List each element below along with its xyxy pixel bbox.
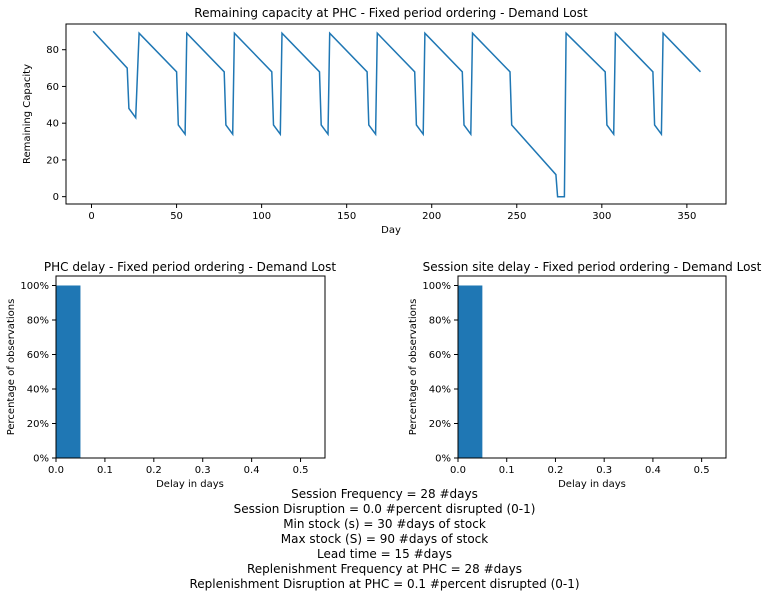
phc-delay-chart: PHC delay - Fixed period ordering - Dema… (6, 260, 336, 490)
x-tick-label: 0.5 (293, 465, 309, 476)
x-tick-label: 0.4 (244, 465, 260, 476)
x-tick-label: 0 (88, 211, 94, 222)
y-tick-label: 80% (429, 315, 451, 326)
y-tick-label: 100% (20, 281, 49, 292)
remaining-capacity-chart: Remaining capacity at PHC - Fixed period… (22, 6, 727, 236)
x-tick-label: 0.4 (645, 465, 661, 476)
x-tick-label: 0.0 (48, 465, 64, 476)
x-tick-label: 0.2 (548, 465, 564, 476)
y-axis-label: Remaining Capacity (22, 64, 33, 164)
x-tick-label: 300 (592, 211, 611, 222)
y-tick-label: 0 (53, 192, 59, 203)
parameter-line: Min stock (s) = 30 #days of stock (283, 517, 486, 531)
x-axis-label: Delay in days (156, 479, 224, 490)
x-tick-label: 100 (252, 211, 271, 222)
y-tick-label: 0% (33, 454, 49, 465)
x-axis-label: Delay in days (558, 479, 626, 490)
y-tick-label: 20% (429, 419, 451, 430)
y-tick-label: 40% (27, 384, 49, 395)
y-tick-label: 100% (422, 281, 451, 292)
x-tick-label: 150 (337, 211, 356, 222)
y-tick-label: 20% (27, 419, 49, 430)
y-axis-label: Percentage of observations (6, 299, 17, 436)
x-tick-label: 0.3 (195, 465, 211, 476)
x-tick-label: 0.0 (450, 465, 466, 476)
parameter-line: Max stock (S) = 90 #days of stock (280, 532, 489, 546)
parameter-line: Session Frequency = 28 #days (291, 487, 478, 501)
x-tick-label: 0.1 (97, 465, 113, 476)
y-tick-label: 60 (46, 82, 59, 93)
parameters-text: Session Frequency = 28 #days Session Dis… (0, 487, 769, 592)
parameter-line: Replenishment Disruption at PHC = 0.1 #p… (189, 577, 580, 591)
parameter-line: Lead time = 15 #days (317, 547, 452, 561)
parameter-line: Session Disruption = 0.0 #percent disrup… (233, 502, 536, 516)
y-axis-label: Percentage of observations (408, 299, 419, 436)
y-tick-label: 0% (435, 454, 451, 465)
y-tick-label: 40% (429, 384, 451, 395)
chart-title: PHC delay - Fixed period ordering - Dema… (44, 260, 336, 274)
x-axis-label: Day (381, 225, 401, 236)
x-tick-label: 0.5 (694, 465, 710, 476)
x-tick-label: 50 (170, 211, 183, 222)
x-tick-label: 200 (422, 211, 441, 222)
plot-frame (55, 275, 326, 459)
y-tick-label: 80 (46, 45, 59, 56)
x-tick-label: 0.2 (146, 465, 162, 476)
x-tick-label: 250 (507, 211, 526, 222)
plot-frame (65, 23, 727, 205)
chart-title: Remaining capacity at PHC - Fixed period… (194, 6, 588, 20)
chart-title: Session site delay - Fixed period orderi… (423, 260, 762, 274)
y-tick-label: 60% (27, 350, 49, 361)
x-tick-label: 0.1 (499, 465, 515, 476)
y-tick-label: 20 (46, 155, 59, 166)
capacity-series-line (92, 30, 702, 198)
x-tick-label: 350 (677, 211, 696, 222)
plot-frame (457, 275, 727, 459)
y-tick-label: 80% (27, 315, 49, 326)
y-tick-label: 60% (429, 350, 451, 361)
y-tick-label: 40 (46, 119, 59, 130)
parameter-line: Replenishment Frequency at PHC = 28 #day… (247, 562, 522, 576)
histogram-bar (458, 285, 483, 458)
x-tick-label: 0.3 (596, 465, 612, 476)
session-site-delay-chart: Session site delay - Fixed period orderi… (408, 260, 762, 490)
histogram-bar (56, 285, 81, 458)
